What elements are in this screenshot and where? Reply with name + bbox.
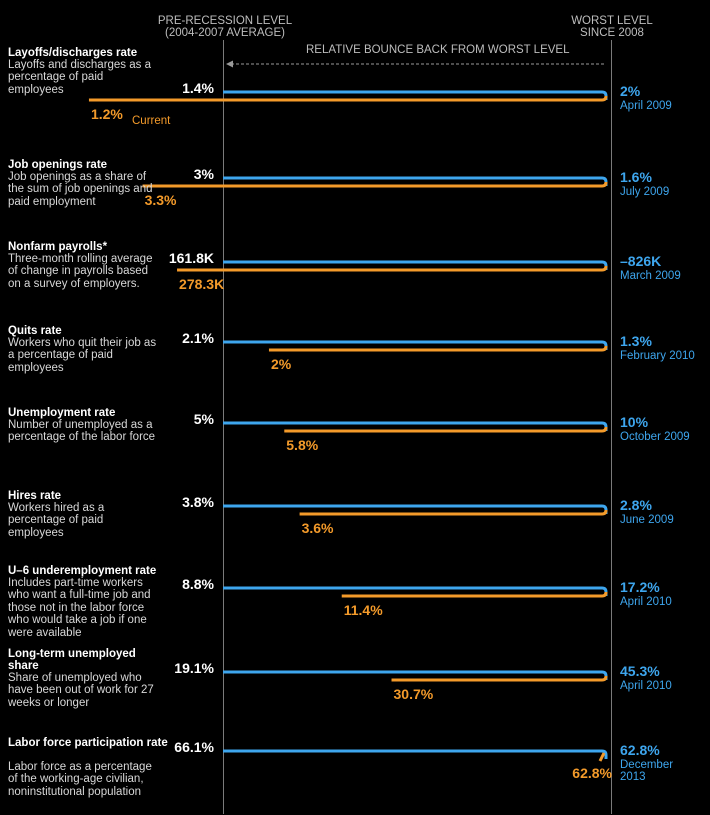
pre-recession-header-line1: PRE-RECESSION LEVEL — [157, 15, 293, 27]
pre-recession-line — [223, 260, 608, 270]
worst-date: April 2009 — [620, 100, 672, 112]
worst-level-header: WORST LEVEL SINCE 2008 — [556, 15, 668, 39]
current-line — [268, 345, 608, 352]
current-line — [598, 752, 606, 762]
pre-recession-line — [223, 340, 608, 350]
worst-value: 1.6% — [620, 169, 652, 185]
worst-value: 1.3% — [620, 333, 652, 349]
indicator-title: Layoffs/discharges rate — [8, 47, 138, 59]
worst-value: 62.8% — [620, 742, 660, 758]
indicator-description: Workers hired as a percentage of paid em… — [8, 502, 105, 539]
current-line — [284, 426, 608, 433]
current-value: 278.3K — [179, 276, 225, 292]
pre-recession-line — [223, 90, 608, 100]
indicator-description: Share of unemployed who have been out of… — [8, 672, 154, 709]
worst-value: 45.3% — [620, 663, 660, 679]
current-line — [341, 591, 608, 598]
indicator-title: Unemployment rate — [8, 407, 116, 419]
worst-value: 2.8% — [620, 497, 652, 513]
worst-date: December 2013 — [620, 759, 674, 783]
indicator-description: Job openings as a share of the sum of jo… — [8, 171, 153, 208]
current-line — [177, 265, 608, 272]
current-line — [88, 95, 608, 102]
worst-date: April 2010 — [620, 596, 672, 608]
pre-recession-value: 66.1% — [174, 739, 214, 755]
indicator-description: Number of unemployed as a percentage of … — [8, 419, 156, 444]
pre-recession-line — [223, 504, 608, 514]
pre-recession-line — [223, 176, 608, 186]
current-value: 5.8% — [286, 437, 319, 453]
pre-recession-value: 19.1% — [174, 660, 214, 676]
pre-recession-line — [223, 421, 608, 431]
bounce-back-arrow — [226, 60, 604, 68]
worst-date: October 2009 — [620, 431, 690, 443]
current-tag: Current — [132, 115, 171, 127]
pre-recession-value: 161.8K — [168, 250, 214, 266]
worst-value: 10% — [620, 414, 649, 430]
pre-recession-value: 8.8% — [182, 576, 214, 592]
indicator-description: Layoffs and discharges as a percentage o… — [8, 59, 151, 96]
indicator-title: Labor force participation rate — [8, 737, 168, 749]
pre-recession-line — [223, 670, 608, 680]
pre-recession-value: 2.1% — [182, 330, 214, 346]
indicator-description: Labor force as a percentage of the worki… — [8, 761, 152, 798]
indicator-title: Nonfarm payrolls* — [8, 241, 108, 253]
worst-value: –826K — [620, 253, 662, 269]
current-value: 30.7% — [393, 686, 434, 702]
indicator-description: Workers who quit their job as a percenta… — [8, 337, 157, 374]
pre-recession-line — [223, 749, 608, 759]
pre-recession-header: PRE-RECESSION LEVEL (2004-2007 AVERAGE) — [155, 15, 295, 39]
worst-value: 2% — [620, 83, 641, 99]
current-value: 62.8% — [572, 765, 612, 781]
current-line — [299, 509, 608, 516]
indicator-title: Hires rate — [8, 490, 62, 502]
indicator-description: Three-month rolling average of change in… — [8, 253, 153, 290]
indicator-title: Quits rate — [8, 325, 62, 337]
pre-recession-value: 3.8% — [182, 494, 214, 510]
current-line — [391, 675, 608, 682]
indicator-description: Includes part-time workers who want a fu… — [8, 577, 151, 639]
worst-level-header-line2: SINCE 2008 — [580, 27, 644, 39]
pre-recession-reference-line — [223, 40, 224, 814]
pre-recession-line — [223, 586, 608, 596]
worst-level-header-line1: WORST LEVEL — [571, 15, 653, 27]
pre-recession-value: 5% — [193, 411, 214, 427]
current-value: 1.2% — [90, 106, 123, 122]
worst-value: 17.2% — [620, 579, 660, 595]
worst-level-reference-line — [611, 40, 612, 814]
pre-recession-value: 1.4% — [182, 80, 214, 96]
indicator-title: U–6 underemployment rate — [8, 565, 157, 577]
current-line — [142, 181, 608, 188]
worst-date: June 2009 — [620, 514, 674, 526]
worst-date: July 2009 — [620, 186, 670, 198]
bounce-back-label: RELATIVE BOUNCE BACK FROM WORST LEVEL — [306, 44, 570, 56]
worst-date: February 2010 — [620, 350, 695, 362]
worst-date: March 2009 — [620, 270, 681, 282]
current-value: 11.4% — [343, 602, 383, 618]
current-value: 3.6% — [301, 520, 334, 536]
indicator-title: Long-term unemployed share — [8, 648, 136, 672]
pre-recession-value: 3% — [193, 166, 214, 182]
indicator-title: Job openings rate — [8, 159, 108, 171]
pre-recession-header-line2: (2004-2007 AVERAGE) — [165, 27, 285, 39]
current-value: 3.3% — [144, 192, 177, 208]
current-value: 2% — [270, 356, 292, 372]
worst-date: April 2010 — [620, 680, 672, 692]
